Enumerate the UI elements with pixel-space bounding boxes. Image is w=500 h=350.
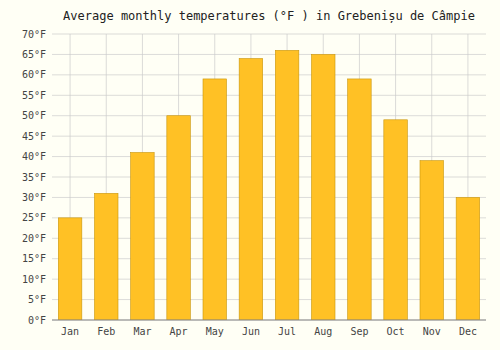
y-tick-label: 20°F [22,233,46,244]
bar [311,54,335,320]
chart-container: 0°F 5°F 10°F 15°F 20°F 25°F 30°F 35°F 40°F 45°F 50… [0,0,500,350]
x-tick-label: Nov [423,326,441,337]
x-tick-label: Sep [350,326,368,337]
bar [167,116,191,320]
y-grid-line [52,320,486,321]
bar [275,50,299,320]
x-tick-label: May [206,326,224,337]
y-tick-label: 60°F [22,69,46,80]
bars [58,50,479,320]
y-tick-label: 55°F [22,90,46,101]
x-tick-label: Jan [61,326,79,337]
y-grid-line [52,54,486,55]
background [0,0,500,350]
y-tick-label: 70°F [22,29,46,40]
y-tick-label: 50°F [22,110,46,121]
x-tick-label: Jul [278,326,296,337]
y-grid-line [52,156,486,157]
x-tick-label: Oct [387,326,405,337]
bar [420,161,444,320]
x-tick-label: Apr [170,326,188,337]
y-grid-line [52,74,486,75]
x-tick-label: Aug [314,326,332,337]
y-grid-line [52,136,486,137]
chart-svg: 0°F 5°F 10°F 15°F 20°F 25°F 30°F 35°F 40°F 45°F 50… [0,0,500,350]
title: Average monthly temperatures (°F ) in Gr… [63,9,475,24]
bar [131,152,155,320]
bar [94,193,118,320]
y-tick-label: 5°F [28,294,46,305]
y-tick-label: 10°F [22,274,46,285]
y-tick-label: 0°F [28,315,46,326]
x-tick-label: Mar [133,326,151,337]
bar [384,120,408,320]
bar [348,79,372,320]
bar [203,79,227,320]
y-grid-line [52,34,486,35]
y-grid-line [52,95,486,96]
x-axis-line [52,320,486,321]
x-tick-label: Dec [459,326,477,337]
bar [456,197,480,320]
x-tick-label: Feb [97,326,115,337]
y-tick-label: 25°F [22,212,46,223]
y-grid-line [52,115,486,116]
bar [58,218,82,320]
y-tick-label: 45°F [22,131,46,142]
grid [52,34,486,320]
y-tick-label: 65°F [22,49,46,60]
axes: 0°F 5°F 10°F 15°F 20°F 25°F 30°F 35°F 40°F 45°F 50… [22,29,477,338]
y-tick-label: 40°F [22,151,46,162]
y-tick-label: 30°F [22,192,46,203]
y-tick-label: 35°F [22,172,46,183]
bar [239,59,263,320]
y-tick-label: 15°F [22,253,46,264]
x-tick-label: Jun [242,326,260,337]
